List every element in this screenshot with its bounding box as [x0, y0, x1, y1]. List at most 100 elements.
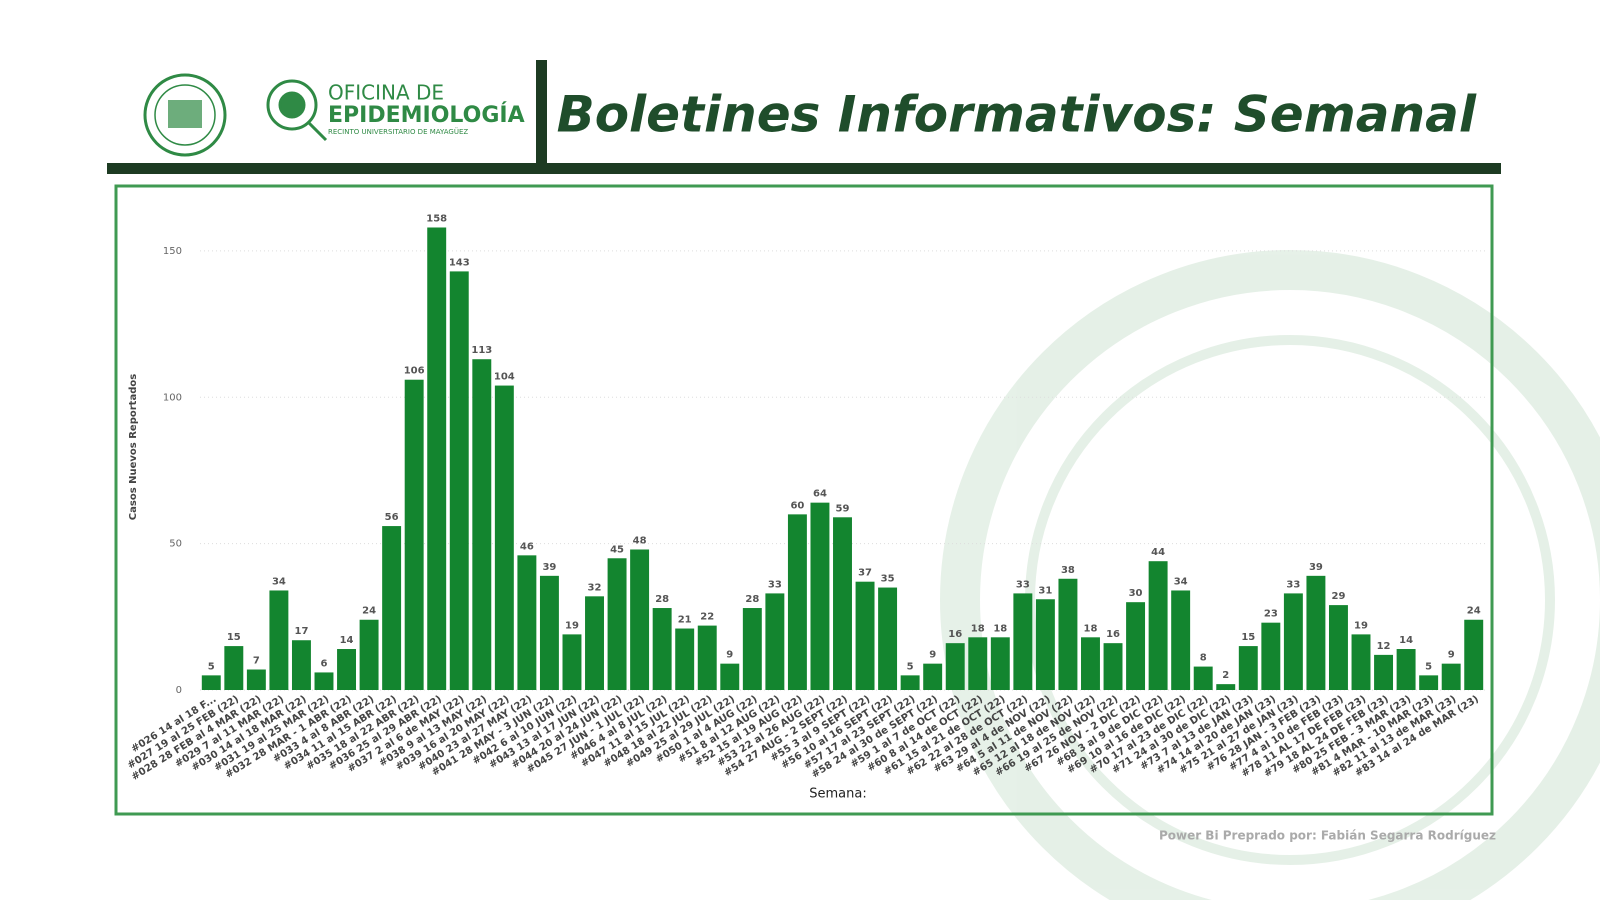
- bar: [337, 649, 357, 690]
- y-tick-label: 50: [169, 539, 182, 550]
- value-label: 6: [321, 658, 328, 669]
- bar: [562, 634, 582, 690]
- value-label: 44: [1151, 547, 1165, 558]
- value-label: 16: [1106, 629, 1120, 640]
- bar: [224, 646, 244, 690]
- bar: [1126, 602, 1146, 690]
- bar: [1193, 666, 1213, 690]
- bar: [291, 640, 311, 690]
- bar: [382, 526, 402, 690]
- bar: [1464, 619, 1484, 690]
- bar: [697, 625, 717, 690]
- office-subtitle: RECINTO UNIVERSITARIO DE MAYAGÜEZ: [328, 127, 468, 136]
- bar: [720, 663, 740, 690]
- value-label: 22: [700, 612, 714, 623]
- bar: [945, 643, 965, 690]
- bar: [1328, 605, 1348, 690]
- bar: [585, 596, 604, 690]
- value-label: 38: [1061, 565, 1075, 576]
- y-tick-label: 150: [163, 246, 182, 257]
- bar: [855, 581, 875, 690]
- office-name: OFICINA DE: [328, 81, 444, 105]
- value-label: 7: [253, 656, 260, 667]
- value-label: 33: [1016, 579, 1030, 590]
- bar: [1283, 593, 1303, 690]
- value-label: 14: [340, 635, 354, 646]
- value-label: 34: [1174, 576, 1188, 587]
- bar: [1238, 646, 1258, 690]
- bar: [1351, 634, 1371, 690]
- value-label: 33: [1286, 579, 1300, 590]
- value-label: 24: [1467, 606, 1481, 617]
- value-label: 5: [907, 661, 914, 672]
- value-label: 106: [404, 366, 425, 377]
- value-label: 21: [678, 615, 692, 626]
- bar: [1306, 575, 1326, 690]
- value-label: 45: [610, 544, 624, 555]
- bar: [1035, 599, 1055, 690]
- bar: [923, 663, 943, 690]
- bar: [1148, 561, 1168, 690]
- value-label: 14: [1399, 635, 1413, 646]
- bar: [787, 514, 807, 690]
- value-label: 18: [993, 623, 1007, 634]
- bar: [1013, 593, 1033, 690]
- value-label: 5: [208, 661, 215, 672]
- bar: [1081, 637, 1100, 690]
- bar: [742, 608, 762, 690]
- value-label: 18: [1084, 623, 1098, 634]
- value-label: 9: [1448, 650, 1455, 661]
- bar: [833, 517, 852, 690]
- bar: [1171, 590, 1191, 690]
- value-label: 24: [362, 606, 376, 617]
- divider: [536, 60, 547, 165]
- bar: [607, 558, 627, 690]
- value-label: 39: [542, 562, 556, 573]
- value-label: 19: [565, 620, 579, 631]
- header-rule: [107, 163, 1501, 174]
- value-label: 28: [745, 594, 759, 605]
- value-label: 12: [1377, 641, 1391, 652]
- bar: [1419, 675, 1439, 690]
- value-label: 5: [1425, 661, 1432, 672]
- bar: [494, 385, 514, 690]
- value-label: 18: [971, 623, 985, 634]
- bar: [810, 502, 830, 690]
- bar: [539, 575, 559, 690]
- bar: [1441, 663, 1461, 690]
- value-label: 23: [1264, 609, 1278, 620]
- bar: [472, 359, 492, 690]
- bar: [1103, 643, 1123, 690]
- bar: [1374, 654, 1394, 690]
- value-label: 143: [449, 257, 470, 268]
- value-label: 37: [858, 568, 872, 579]
- value-label: 29: [1332, 591, 1346, 602]
- watermark: [940, 250, 1600, 904]
- value-label: 16: [948, 629, 962, 640]
- value-label: 34: [272, 576, 286, 587]
- bar: [1261, 622, 1281, 690]
- bar: [1058, 578, 1078, 690]
- office-name: EPIDEMIOLOGÍA: [328, 102, 525, 128]
- y-tick-label: 0: [176, 685, 182, 696]
- value-label: 56: [385, 512, 399, 523]
- value-label: 158: [426, 213, 447, 224]
- value-label: 60: [790, 500, 804, 511]
- seal-logo: [143, 73, 227, 157]
- value-label: 9: [726, 650, 733, 661]
- value-label: 33: [768, 579, 782, 590]
- bar: [878, 587, 898, 690]
- bar: [652, 608, 672, 690]
- bar: [449, 271, 469, 690]
- value-label: 64: [813, 489, 827, 500]
- bar: [201, 675, 221, 690]
- value-label: 59: [836, 503, 850, 514]
- bar: [968, 637, 988, 690]
- value-label: 9: [929, 650, 936, 661]
- bar: [990, 637, 1010, 690]
- page-title: Boletines Informativos: Semanal: [557, 86, 1477, 144]
- value-label: 15: [1241, 632, 1255, 643]
- bar: [900, 675, 920, 690]
